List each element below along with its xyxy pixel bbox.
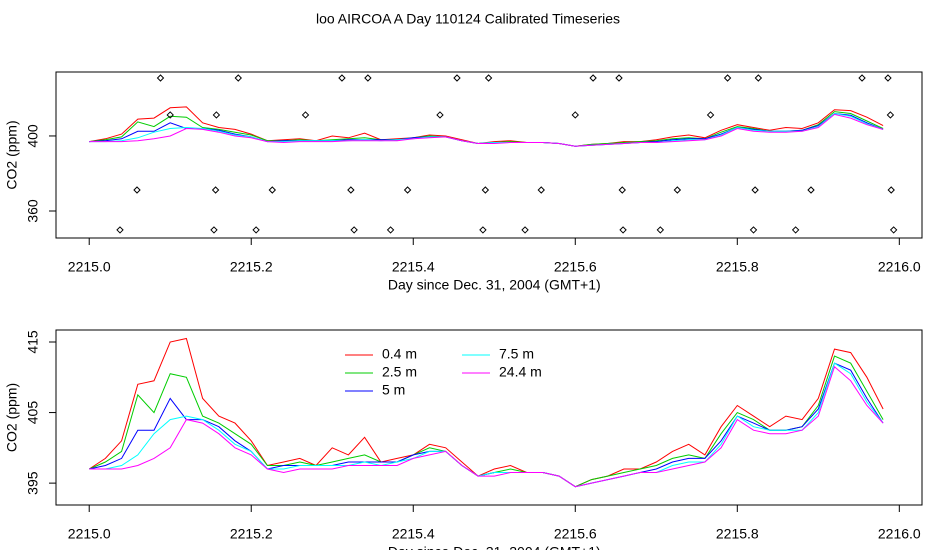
flag-point bbox=[301, 111, 310, 119]
x-tick-label: 2215.8 bbox=[716, 259, 759, 275]
x-tick-label: 2215.4 bbox=[392, 526, 435, 542]
flag-point bbox=[673, 186, 682, 194]
flag-point bbox=[807, 186, 815, 194]
legend-label: 2.5 m bbox=[382, 364, 417, 380]
x-tick-label: 2215.2 bbox=[230, 259, 273, 275]
x-axis-label: Day since Dec. 31, 2004 (GMT+1) bbox=[388, 544, 601, 550]
flag-point bbox=[884, 74, 892, 82]
flag-point bbox=[521, 226, 529, 234]
chart-title: loo AIRCOA A Day 110124 Calibrated Times… bbox=[316, 11, 620, 27]
flag-point bbox=[618, 186, 626, 194]
flag-point bbox=[210, 226, 218, 234]
flag-point bbox=[116, 226, 124, 234]
flag-point bbox=[268, 186, 277, 194]
x-tick-label: 2215.6 bbox=[554, 259, 597, 275]
y-axis-label: CO2 (ppm) bbox=[4, 120, 20, 189]
x-tick-label: 2216.0 bbox=[878, 259, 921, 275]
flag-point bbox=[350, 226, 358, 234]
x-tick-label: 2215.0 bbox=[68, 526, 111, 542]
x-tick-label: 2215.6 bbox=[554, 526, 597, 542]
flag-point bbox=[706, 111, 715, 119]
legend-label: 24.4 m bbox=[499, 364, 542, 380]
x-tick-label: 2216.0 bbox=[878, 526, 921, 542]
flag-point bbox=[212, 111, 221, 119]
y-tick-label: 405 bbox=[25, 401, 41, 425]
flag-point bbox=[436, 111, 444, 119]
flag-point bbox=[858, 74, 866, 82]
flag-point bbox=[211, 186, 220, 194]
y-tick-label: 400 bbox=[25, 124, 41, 148]
flag-point bbox=[364, 74, 372, 82]
flag-point bbox=[889, 226, 898, 234]
flag-point bbox=[615, 74, 623, 82]
y-tick-label: 360 bbox=[25, 199, 41, 223]
flag-point bbox=[481, 186, 490, 194]
y-axis-label: CO2 (ppm) bbox=[4, 383, 20, 452]
y-tick-label: 415 bbox=[25, 330, 41, 354]
flag-point bbox=[133, 186, 141, 194]
flag-point bbox=[751, 186, 759, 194]
flag-point bbox=[386, 226, 395, 234]
flag-point bbox=[887, 186, 895, 194]
flag-point bbox=[754, 74, 763, 82]
x-tick-label: 2215.0 bbox=[68, 259, 111, 275]
flag-point bbox=[656, 226, 665, 234]
flag-point bbox=[619, 226, 627, 234]
legend-label: 5 m bbox=[382, 382, 405, 398]
x-tick-label: 2215.4 bbox=[392, 259, 435, 275]
flag-point bbox=[537, 186, 545, 194]
flag-point bbox=[338, 74, 346, 82]
flag-point bbox=[886, 111, 895, 119]
series-line bbox=[88, 337, 884, 488]
flag-point bbox=[234, 74, 242, 82]
flag-point bbox=[479, 226, 487, 234]
flag-point bbox=[571, 111, 579, 119]
x-tick-label: 2215.2 bbox=[230, 526, 273, 542]
flag-point bbox=[749, 226, 758, 234]
flag-point bbox=[403, 186, 412, 194]
flag-point bbox=[156, 74, 165, 82]
series-line bbox=[89, 362, 884, 488]
flag-point bbox=[589, 74, 597, 82]
flag-point bbox=[252, 226, 260, 234]
x-tick-label: 2215.8 bbox=[716, 526, 759, 542]
series-line bbox=[89, 365, 884, 488]
flag-point bbox=[791, 226, 800, 234]
x-axis-label: Day since Dec. 31, 2004 (GMT+1) bbox=[388, 277, 601, 293]
flag-point bbox=[723, 74, 732, 82]
flag-point bbox=[166, 111, 174, 119]
y-tick-label: 395 bbox=[25, 471, 41, 495]
flag-point bbox=[484, 74, 493, 82]
series-line bbox=[89, 113, 884, 147]
flag-point bbox=[453, 74, 461, 82]
flag-point bbox=[347, 186, 355, 194]
legend-label: 0.4 m bbox=[382, 346, 417, 362]
legend-label: 7.5 m bbox=[499, 346, 534, 362]
